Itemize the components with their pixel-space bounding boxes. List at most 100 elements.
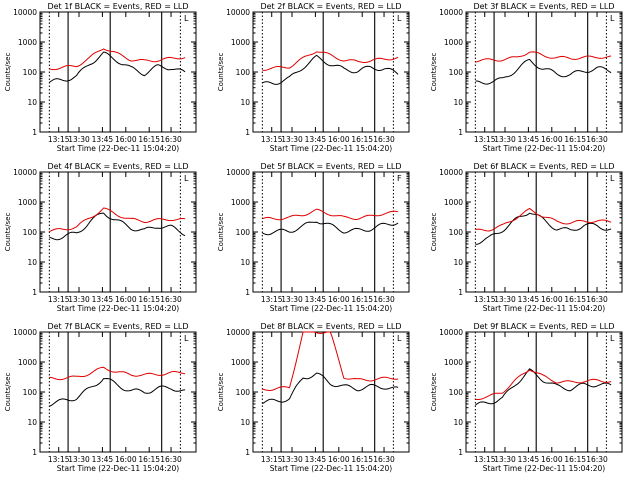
panel-det-5: Det 5f BLACK = Events, RED = LLD 1 10 100 10… [217,162,410,313]
y-tick-label: 100 [449,228,464,237]
series-events-line [475,368,612,406]
x-axis-label: Start Time (22-Dec-11 15:04:20) [483,304,605,313]
panel-title: Det 5f BLACK = Events, RED = LLD [260,162,401,171]
y-tick-label: 10 [453,418,463,427]
x-tick-label: 16:30 [586,135,608,144]
x-tick-label: 13:30 [68,135,90,144]
y-tick-label: 10000 [439,8,463,17]
x-tick-label: 13:15 [474,135,496,144]
x-tick-label: 13:45 [518,295,540,304]
x-tick-label: 16:15 [351,135,373,144]
plot-frame [39,171,197,293]
corner-mark: L [397,14,402,23]
x-tick-label: 16:15 [564,295,586,304]
x-axis-label: Start Time (22-Dec-11 15:04:20) [57,464,179,473]
y-tick-label: 10000 [226,8,250,17]
x-tick-label: 13:30 [494,295,516,304]
x-tick-label: 13:30 [281,455,303,464]
x-tick-label: 13:45 [305,135,327,144]
x-tick-label: 13:30 [281,135,303,144]
x-tick-label: 13:45 [518,455,540,464]
panel-det-3: Det 3f BLACK = Events, RED = LLD 1 10 100 10… [430,2,623,153]
x-tick-label: 16:30 [586,455,608,464]
panel-det-9: Det 9f BLACK = Events, RED = LLD 1 10 100 10… [430,322,623,473]
corner-mark: L [610,334,615,343]
panel-title: Det 8f BLACK = Events, RED = LLD [260,322,401,331]
y-tick-label: 100 [236,68,251,77]
y-axis-label: Counts/sec [4,213,12,252]
plot-frame [465,11,623,133]
y-axis-label: Counts/sec [4,373,12,412]
x-tick-label: 13:30 [68,455,90,464]
x-tick-label: 16:30 [373,455,395,464]
y-tick-label: 100 [236,388,251,397]
x-tick-label: 13:15 [261,455,283,464]
x-tick-label: 16:30 [373,135,395,144]
x-tick-label: 16:30 [586,295,608,304]
corner-mark: L [184,334,189,343]
y-tick-label: 10000 [13,328,37,337]
y-axis-label: Counts/sec [217,373,225,412]
x-axis-label: Start Time (22-Dec-11 15:04:20) [270,304,392,313]
panel-title: Det 3f BLACK = Events, RED = LLD [473,2,614,11]
y-tick-label: 1 [458,448,463,457]
x-tick-label: 13:15 [48,295,70,304]
x-tick-label: 16:00 [541,295,563,304]
y-axis-label: Counts/sec [217,53,225,92]
plot-frame [39,331,197,453]
y-tick-label: 10 [453,258,463,267]
y-tick-label: 1 [32,448,37,457]
y-tick-label: 1000 [231,38,250,47]
panel-det-7: Det 7f BLACK = Events, RED = LLD 1 10 100 10… [4,322,197,473]
y-tick-label: 1 [458,288,463,297]
y-tick-label: 10 [27,258,37,267]
y-tick-label: 10000 [226,328,250,337]
x-tick-label: 16:00 [115,455,137,464]
y-tick-label: 1000 [444,198,463,207]
plot-frame [465,331,623,453]
x-tick-label: 13:30 [494,135,516,144]
x-tick-label: 13:45 [92,135,114,144]
panel-det-4: Det 4f BLACK = Events, RED = LLD 1 10 100 10… [4,162,197,313]
x-axis-label: Start Time (22-Dec-11 15:04:20) [483,464,605,473]
x-tick-label: 16:00 [328,135,350,144]
y-tick-label: 10 [240,418,250,427]
x-tick-label: 13:45 [92,295,114,304]
panel-title: Det 4f BLACK = Events, RED = LLD [47,162,188,171]
series-lld-line [49,207,186,232]
series-lld-line [49,48,186,71]
x-tick-label: 16:00 [115,135,137,144]
x-tick-label: 16:15 [138,295,160,304]
plot-frame [252,171,410,293]
series-events-line [262,221,399,236]
y-tick-label: 10 [453,98,463,107]
x-tick-label: 13:30 [494,455,516,464]
y-tick-label: 100 [23,388,38,397]
x-axis-label: Start Time (22-Dec-11 15:04:20) [57,144,179,153]
y-tick-label: 1000 [18,358,37,367]
y-tick-label: 100 [23,228,38,237]
x-tick-label: 13:45 [305,455,327,464]
series-events-line [475,58,612,85]
x-tick-label: 16:00 [328,295,350,304]
x-tick-label: 16:00 [328,455,350,464]
corner-mark: L [610,174,615,183]
y-tick-label: 1000 [231,358,250,367]
x-tick-label: 16:15 [564,135,586,144]
corner-mark: F [397,174,402,183]
y-tick-label: 1000 [18,38,37,47]
panel-title: Det 7f BLACK = Events, RED = LLD [47,322,188,331]
y-tick-label: 1000 [444,358,463,367]
series-events-line [475,212,612,245]
series-events-line [49,377,186,407]
panel-det-8: Det 8f BLACK = Events, RED = LLD 1 10 100 10… [217,322,410,473]
x-axis-label: Start Time (22-Dec-11 15:04:20) [270,464,392,473]
y-axis-label: Counts/sec [4,53,12,92]
x-axis-label: Start Time (22-Dec-11 15:04:20) [57,304,179,313]
x-tick-label: 16:30 [160,295,182,304]
y-tick-label: 1 [32,288,37,297]
y-axis-label: Counts/sec [430,373,438,412]
x-tick-label: 16:00 [541,455,563,464]
y-tick-label: 100 [449,388,464,397]
y-tick-label: 1 [245,288,250,297]
